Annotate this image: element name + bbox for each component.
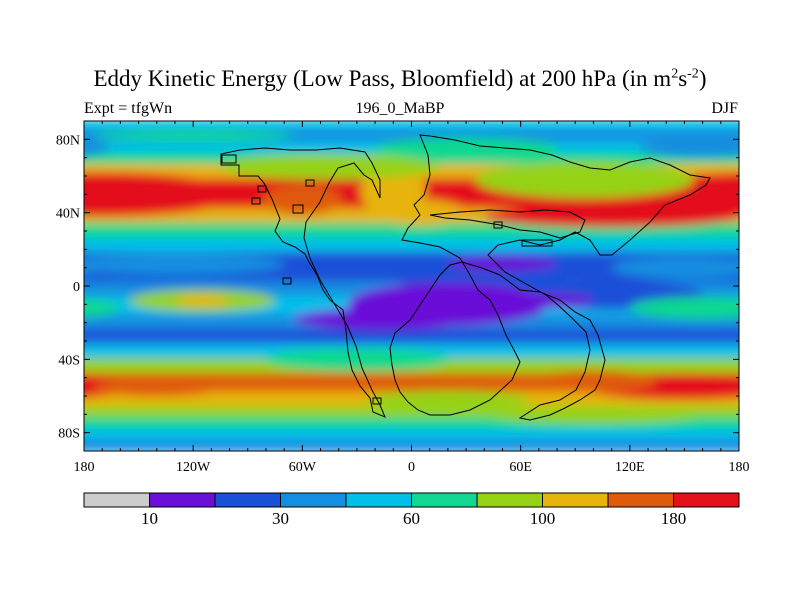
contour-region <box>265 348 448 371</box>
colorbar-swatch <box>83 492 150 508</box>
contour-region <box>375 137 558 160</box>
y-axis: 80N 40N 0 40S 80S <box>56 133 739 442</box>
colorbar-label: 180 <box>661 509 687 528</box>
contour-region <box>611 256 739 279</box>
x-axis: 180 120W 60W 0 60E 120E 180 <box>74 121 750 475</box>
island-box-1 <box>221 154 237 164</box>
subtitle-experiment: Expt = tfgWn <box>84 100 173 117</box>
y-tick-label: 80N <box>56 133 80 148</box>
colorbar-swatch <box>476 492 543 508</box>
contour-field <box>84 121 739 451</box>
y-tick-label: 80S <box>58 427 80 442</box>
x-tick-label: 180 <box>74 460 95 475</box>
contour-region <box>502 293 594 308</box>
contour-region <box>638 139 739 158</box>
subtitle-season: DJF <box>711 100 738 117</box>
contour-region <box>93 130 294 142</box>
contour-region <box>447 256 558 272</box>
x-tick-label: 0 <box>408 460 415 475</box>
contour-region <box>726 381 739 392</box>
colorbar: 10 30 60 100 180 <box>83 492 740 528</box>
x-tick-label: 120E <box>615 460 645 475</box>
contour-region <box>220 154 439 180</box>
contour-region <box>375 199 467 226</box>
coastlines <box>220 134 711 421</box>
coastline-afro-eurasia <box>389 134 711 421</box>
island-box-4 <box>282 277 292 285</box>
island-box-6 <box>292 204 304 214</box>
contour-region <box>84 298 121 318</box>
contour-band <box>84 329 739 346</box>
y-tick-label: 40N <box>56 207 80 222</box>
subtitle-run-id: 196_0_MaBP <box>355 100 445 117</box>
colorbar-swatch <box>607 492 674 508</box>
y-tick-label: 0 <box>73 280 80 295</box>
contour-region <box>93 377 221 397</box>
chart-title: Eddy Kinetic Energy (Low Pass, Bloomfiel… <box>93 66 707 91</box>
contour-band <box>84 237 739 254</box>
contour-region <box>84 140 112 157</box>
x-tick-label: 60E <box>509 460 532 475</box>
coastline-eurasia-inner <box>429 209 586 239</box>
island-box-9 <box>493 221 503 229</box>
contour-region <box>174 295 230 307</box>
contour-region <box>366 390 530 409</box>
x-tick-label: 120W <box>176 460 211 475</box>
contour-region <box>720 257 739 271</box>
contour-region <box>262 185 343 215</box>
island-box-3 <box>251 197 261 205</box>
island-box-2 <box>257 185 267 193</box>
colorbar-label: 100 <box>530 509 556 528</box>
colorbar-swatch <box>149 492 216 508</box>
contour-region <box>84 172 239 217</box>
colorbar-label: 30 <box>272 509 289 528</box>
x-tick-label: 180 <box>729 460 750 475</box>
contour-region <box>484 205 739 228</box>
y-tick-label: 40S <box>58 353 80 368</box>
contour-band <box>84 428 739 441</box>
island-box-5 <box>305 179 315 187</box>
contour-region <box>84 253 285 275</box>
contour-region <box>475 161 694 199</box>
contour-region <box>629 297 739 319</box>
colorbar-swatch <box>411 492 478 508</box>
contour-region <box>293 308 476 330</box>
colorbar-swatch <box>280 492 347 508</box>
colorbar-label: 60 <box>403 509 420 528</box>
contour-region <box>484 405 703 424</box>
colorbar-swatch <box>542 492 609 508</box>
island-box-7 <box>372 397 382 405</box>
plot-area <box>84 121 739 451</box>
colorbar-swatch <box>345 492 412 508</box>
x-tick-label: 60W <box>289 460 317 475</box>
colorbar-swatch <box>214 492 281 508</box>
colorbar-swatch <box>673 492 740 508</box>
contour-region <box>529 370 658 393</box>
island-box-8 <box>521 239 553 247</box>
colorbar-label: 10 <box>141 509 158 528</box>
